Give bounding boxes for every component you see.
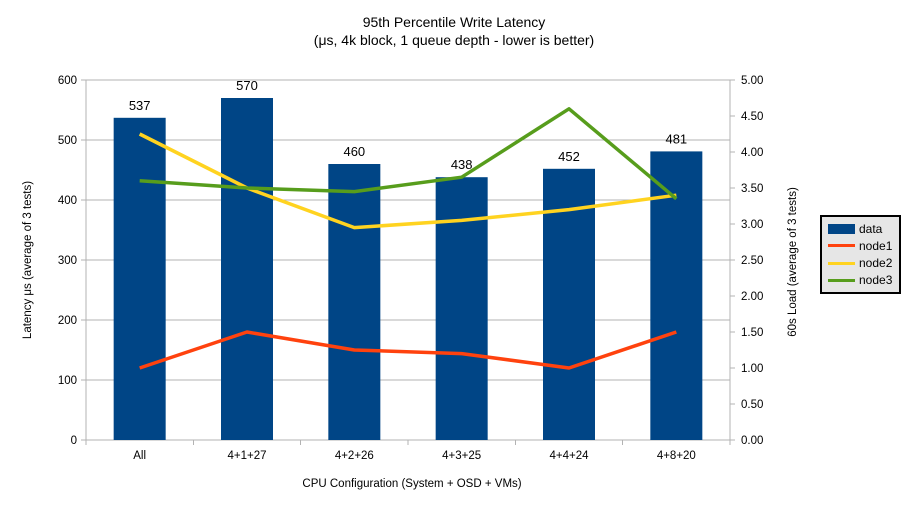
left-axis-tick-label: 0 [71, 435, 77, 447]
left-axis-tick-label: 100 [58, 375, 77, 387]
left-axis-title: Latency μs (average of 3 tests) [22, 180, 34, 340]
bar-value-label: 570 [236, 78, 258, 93]
legend-label: node2 [859, 256, 893, 271]
right-axis-tick-label: 1.00 [741, 363, 763, 375]
legend-item-data: data [828, 222, 899, 236]
legend-item-node2: node2 [828, 256, 899, 270]
x-axis-title: CPU Configuration (System + OSD + VMs) [302, 478, 522, 490]
bar-data [113, 117, 166, 441]
legend-swatch-data [828, 223, 855, 234]
category-label: 4+8+20 [657, 450, 696, 462]
left-axis-tick-label: 400 [58, 195, 77, 207]
category-label: All [133, 450, 146, 462]
legend-item-node1: node1 [828, 239, 899, 253]
legend-item-node3: node3 [828, 273, 899, 287]
right-axis-title: 60s Load (average of 3 tests) [787, 187, 799, 337]
bar-value-label: 452 [558, 149, 580, 164]
legend-swatch-node3 [828, 278, 855, 282]
legend: data node1 node2 node3 [820, 215, 901, 294]
bar-value-label: 481 [665, 131, 687, 146]
bar-value-label: 438 [451, 157, 473, 172]
chart-subtitle: (μs, 4k block, 1 queue depth - lower is … [313, 32, 595, 48]
bar-data [221, 98, 273, 440]
right-axis-tick-label: 2.00 [741, 291, 763, 303]
legend-swatch-node1 [828, 244, 855, 248]
chart-title-block: 95th Percentile Write Latency (μs, 4k bl… [0, 13, 908, 49]
right-axis-tick-label: 0.00 [741, 435, 763, 447]
left-axis-tick-label: 300 [58, 255, 77, 267]
right-axis-tick-label: 3.50 [741, 183, 763, 195]
legend-label: node3 [859, 273, 893, 288]
bar-data [328, 164, 381, 440]
right-axis-tick-label: 1.50 [741, 327, 763, 339]
left-axis-tick-label: 500 [58, 135, 77, 147]
bar-value-label: 537 [129, 98, 151, 113]
line-node1 [139, 330, 677, 370]
category-label: 4+3+25 [442, 450, 481, 462]
bar-value-label: 460 [343, 144, 365, 159]
category-label: 4+1+27 [227, 450, 266, 462]
bar-data [543, 168, 595, 441]
legend-swatch-node2 [828, 261, 855, 265]
right-axis-tick-label: 4.00 [741, 147, 763, 159]
category-label: 4+2+26 [335, 450, 374, 462]
bar-data [435, 177, 488, 440]
left-axis-tick-label: 600 [58, 75, 77, 87]
bar-data [650, 151, 703, 440]
legend-label: node1 [859, 238, 893, 253]
line-node2 [138, 132, 677, 230]
right-axis-tick-label: 3.00 [741, 219, 763, 231]
category-label: 4+4+24 [549, 450, 589, 462]
right-axis-tick-label: 5.00 [741, 75, 763, 87]
right-axis-tick-label: 2.50 [741, 255, 763, 267]
legend-label: data [859, 221, 883, 236]
right-axis-tick-label: 0.50 [741, 399, 763, 411]
right-axis-tick-label: 4.50 [741, 111, 763, 123]
left-axis-tick-label: 200 [58, 315, 77, 327]
line-node3 [139, 107, 678, 201]
chart-title: 95th Percentile Write Latency [362, 14, 546, 30]
